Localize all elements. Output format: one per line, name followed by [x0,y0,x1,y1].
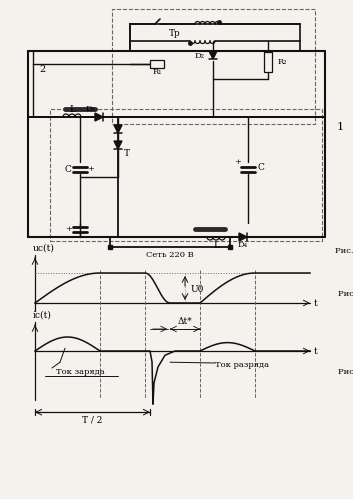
Text: +: + [65,225,72,233]
Text: R₁: R₁ [152,68,162,76]
Polygon shape [239,233,247,241]
Text: L: L [69,104,75,113]
Text: Δt*: Δt* [178,317,192,326]
Text: D₁: D₁ [86,105,96,113]
Bar [112,9,315,124]
Text: Рис. 3: Рис. 3 [338,368,353,376]
Text: Сеть 220 В: Сеть 220 В [146,251,194,259]
Text: t: t [314,298,318,307]
Text: +: + [87,165,94,173]
Text: uc(t): uc(t) [33,244,55,253]
Polygon shape [114,141,122,149]
Bar [150,60,164,68]
Polygon shape [114,125,122,133]
Text: 1: 1 [337,122,344,132]
Text: T / 2: T / 2 [82,416,102,425]
Bar [264,52,272,72]
Bar [50,109,322,241]
Text: R₂: R₂ [278,58,287,66]
Text: D₂: D₂ [195,52,205,60]
Text: C: C [257,163,264,172]
Text: D₄: D₄ [238,241,248,249]
Text: T: T [124,149,130,158]
Text: Тр: Тр [169,28,181,37]
Text: U0: U0 [191,285,204,294]
Text: ic(t): ic(t) [33,311,52,320]
Text: Рис. 2: Рис. 2 [338,290,353,298]
Text: C: C [64,165,71,174]
Polygon shape [95,113,103,121]
Text: Рис. 1: Рис. 1 [335,247,353,255]
Text: t: t [314,346,318,355]
Text: Ток разряда: Ток разряда [215,361,269,369]
Text: 2: 2 [39,64,45,73]
Polygon shape [209,51,217,59]
Text: Ток заряда: Ток заряда [56,368,104,376]
Text: L: L [213,241,219,250]
Text: +: + [234,158,241,166]
